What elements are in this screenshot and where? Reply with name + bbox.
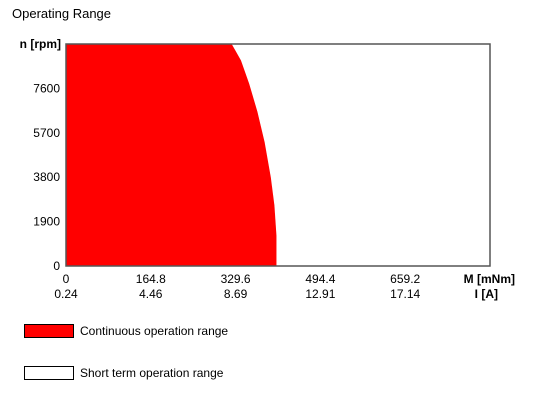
- legend-label-continuous: Continuous operation range: [80, 324, 229, 338]
- legend-swatch-short-term: [24, 366, 74, 380]
- x-tick-label: 0: [63, 272, 70, 286]
- plot-frame: [65, 43, 491, 267]
- y-axis-label: n [rpm]: [20, 37, 61, 51]
- y-tick-label: 3800: [33, 170, 60, 184]
- x-axis-label: M [mNm]: [464, 272, 515, 286]
- y-tick-label: 1900: [33, 215, 60, 229]
- y-tick-label: 0: [53, 259, 60, 273]
- legend-label-short-term: Short term operation range: [80, 366, 224, 380]
- x2-tick-label: 4.46: [139, 287, 163, 301]
- y-tick-label: 7600: [33, 81, 60, 95]
- x-tick-label: 164.8: [136, 272, 166, 286]
- x-tick-label: 659.2: [390, 272, 420, 286]
- x2-tick-label: 0.24: [54, 287, 78, 301]
- legend-short-term: Short term operation range: [24, 364, 223, 382]
- chart-title: Operating Range: [12, 6, 112, 21]
- continuous-range-area: [66, 44, 277, 266]
- x-tick-label: 494.4: [305, 272, 335, 286]
- y-tick-label: 5700: [33, 126, 60, 140]
- x2-axis-label: I [A]: [475, 287, 498, 301]
- x2-tick-label: 12.91: [305, 287, 335, 301]
- x-tick-label: 329.6: [221, 272, 251, 286]
- x2-tick-label: 8.69: [224, 287, 248, 301]
- legend-continuous: Continuous operation range: [24, 322, 228, 340]
- legend-swatch-continuous: [24, 324, 74, 338]
- x2-tick-label: 17.14: [390, 287, 420, 301]
